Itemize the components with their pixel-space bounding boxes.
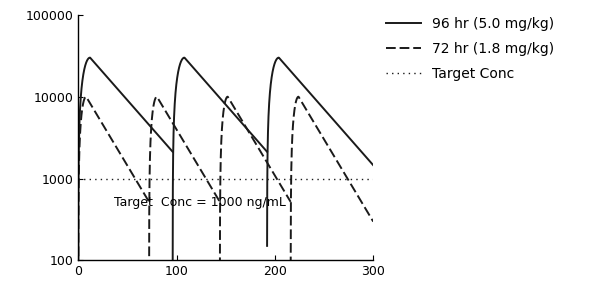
96 hr (5.0 mg/kg) <box>140 117 147 120</box>
96 hr (5.0 mg/kg) <box>169 150 176 154</box>
96 hr (5.0 mg/kg) <box>123 97 130 101</box>
Text: Target  Conc = 1000 ng/mL: Target Conc = 1000 ng/mL <box>114 197 285 210</box>
72 hr (1.8 mg/kg) <box>82 95 90 99</box>
96 hr (5.0 mg/kg) <box>163 143 170 147</box>
72 hr (1.8 mg/kg) <box>112 144 119 148</box>
Line: 72 hr (1.8 mg/kg): 72 hr (1.8 mg/kg) <box>78 97 149 296</box>
72 hr (1.8 mg/kg) <box>87 102 94 105</box>
72 hr (1.8 mg/kg) <box>113 147 120 150</box>
96 hr (5.0 mg/kg) <box>87 56 94 59</box>
96 hr (5.0 mg/kg) <box>76 107 84 111</box>
72 hr (1.8 mg/kg) <box>105 133 113 137</box>
72 hr (1.8 mg/kg) <box>99 122 106 125</box>
96 hr (5.0 mg/kg) <box>92 62 99 65</box>
Legend: 96 hr (5.0 mg/kg), 72 hr (1.8 mg/kg), Target Conc: 96 hr (5.0 mg/kg), 72 hr (1.8 mg/kg), Ta… <box>386 17 554 81</box>
Target Conc <box>75 177 82 180</box>
96 hr (5.0 mg/kg) <box>117 91 125 95</box>
72 hr (1.8 mg/kg) <box>146 200 153 204</box>
Line: 96 hr (5.0 mg/kg): 96 hr (5.0 mg/kg) <box>78 58 173 296</box>
Target Conc <box>76 177 83 180</box>
72 hr (1.8 mg/kg) <box>84 98 92 101</box>
